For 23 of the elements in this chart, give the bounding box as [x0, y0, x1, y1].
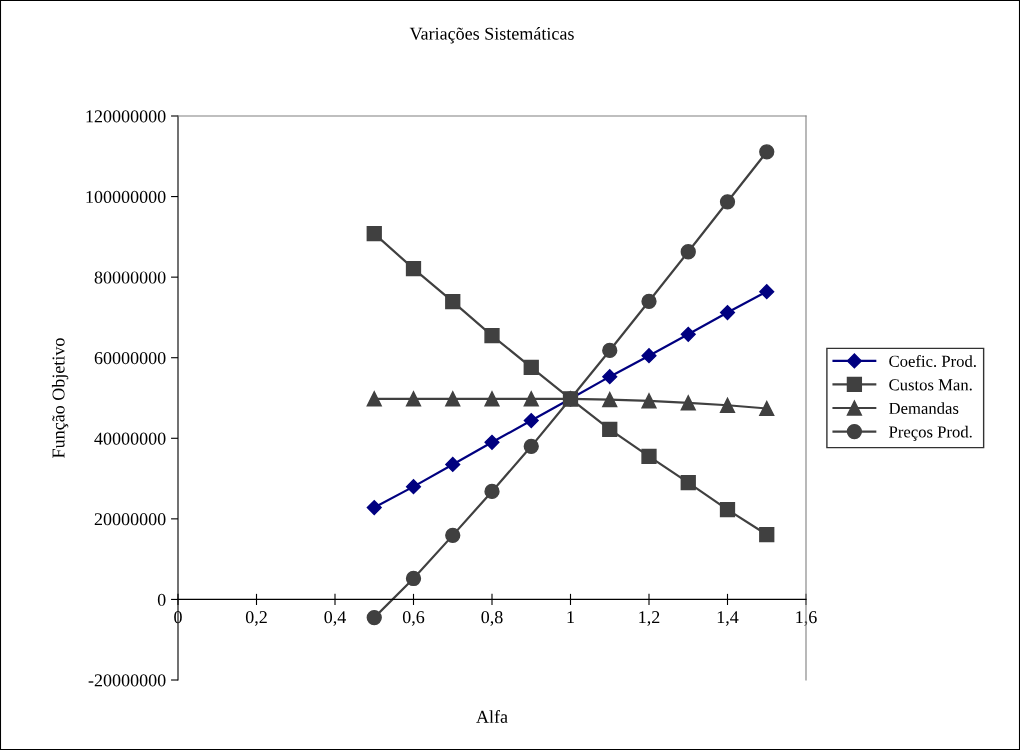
x-axis-title: Alfa — [476, 710, 508, 723]
x-tick-label: 1,6 — [796, 611, 817, 626]
y-tick-label: 20000000 — [94, 513, 166, 526]
chart-title: Variações Sistemáticas — [409, 27, 574, 44]
y-tick-label: 60000000 — [94, 351, 166, 365]
y-axis-title: Função Objetivo — [51, 338, 69, 458]
x-tick-label: 0,4 — [324, 611, 346, 626]
legend-label: Coefic. Prod. — [889, 355, 976, 367]
y-tick-label: -20000000 — [88, 674, 166, 687]
legend-label: Preços Prod. — [889, 425, 972, 441]
y-tick-label: 0 — [157, 593, 166, 606]
x-tick-label: 1 — [567, 611, 574, 624]
legend-label: Demandas — [889, 402, 959, 414]
x-tick-label: 1,2 — [639, 611, 660, 626]
x-tick-label: 0,6 — [402, 611, 425, 626]
y-tick-label: 80000000 — [94, 271, 166, 284]
x-tick-label: 0,8 — [481, 611, 503, 626]
x-tick-label: 1,4 — [717, 611, 739, 626]
y-tick-label: 40000000 — [94, 432, 166, 445]
x-tick-label: 0,2 — [245, 611, 267, 626]
y-tick-label: 120000000 — [86, 110, 166, 123]
y-tick-label: 100000000 — [86, 190, 166, 204]
legend-label: Custos Man. — [889, 379, 972, 391]
